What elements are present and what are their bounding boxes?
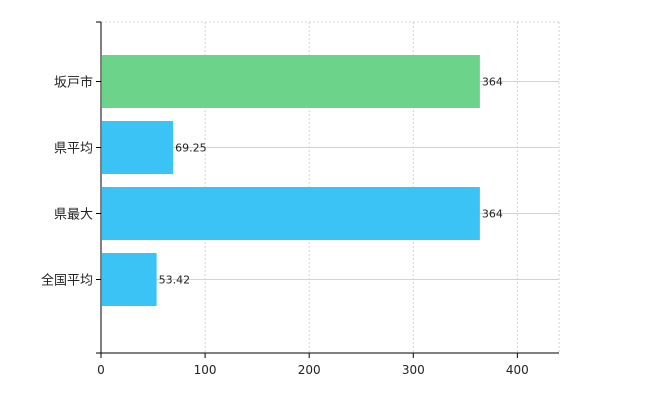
bar-value-label: 364 [482, 208, 503, 221]
axes-group [96, 21, 559, 354]
bar-value-label: 364 [482, 76, 503, 89]
category-label: 県平均 [54, 142, 93, 157]
bars-group: 364 69.25 364 53.42 [102, 55, 503, 306]
x-tick-label: 100 [194, 363, 217, 377]
category-label: 坂戸市 [54, 75, 93, 91]
x-tick-label: 200 [298, 363, 321, 377]
x-tick-label: 0 [97, 363, 105, 377]
bar [102, 55, 480, 108]
bar [102, 121, 174, 174]
x-axis-ticks: 0 100 200 300 400 [97, 353, 529, 377]
category-label: 県最大 [54, 208, 93, 223]
bar-value-label: 69.25 [175, 142, 207, 155]
bar [102, 187, 480, 240]
category-label: 全国平均 [41, 273, 93, 289]
x-tick-label: 400 [506, 363, 529, 377]
bar-value-label: 53.42 [159, 274, 191, 287]
x-tick-label: 300 [402, 363, 425, 377]
bar [102, 253, 157, 306]
